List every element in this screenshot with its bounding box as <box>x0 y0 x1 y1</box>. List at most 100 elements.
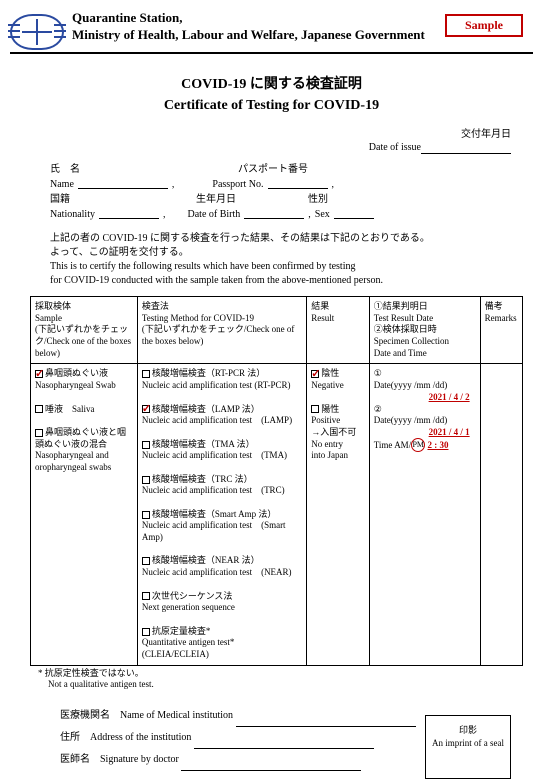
title-jp: COVID-19 に関する検査証明 <box>10 74 533 95</box>
issue-jp: 交付年月日 <box>461 129 511 140</box>
comma3: , <box>308 207 311 222</box>
seal-jp: 印影 <box>426 724 510 737</box>
checkbox-smartamp[interactable] <box>142 511 150 519</box>
nat-blank <box>99 207 159 219</box>
nat-jp: 国籍 <box>50 192 70 207</box>
th-sample: 採取検体 Sample (下記いずれかをチェック/Check one of th… <box>31 297 138 364</box>
m2jp: 核酸増幅検査（LAMP 法） <box>152 404 260 414</box>
table-header-row: 採取検体 Sample (下記いずれかをチェック/Check one of th… <box>31 297 523 364</box>
m3jp: 核酸増幅検査（TMA 法） <box>152 439 255 449</box>
inst2jp: 住所 <box>60 732 80 743</box>
emblem-icon <box>10 14 64 50</box>
inst3en: Signature by doctor <box>100 754 179 765</box>
inst1-blank <box>236 715 416 727</box>
checkbox-positive[interactable] <box>311 405 319 413</box>
dob-blank <box>244 207 304 219</box>
checkbox-saliva[interactable] <box>35 405 43 413</box>
seal-box: 印影 An imprint of a seal <box>425 715 511 779</box>
posjp: 陽性 <box>321 404 339 414</box>
m8ex: (CLEIA/ECLEIA) <box>142 649 302 661</box>
m5jp: 核酸増幅検査（Smart Amp 法） <box>152 509 277 519</box>
th3b: Result <box>311 313 365 325</box>
tval: 2 : 30 <box>427 440 448 450</box>
m8jp: 抗原定量検査* <box>152 626 211 636</box>
s1jp: 鼻咽頭ぬぐい液 <box>45 368 108 378</box>
sample-badge: Sample <box>445 14 523 37</box>
stmt-en1: This is to certify the following results… <box>50 260 513 274</box>
fn-jp: * 抗原定性検査ではない。 <box>38 668 533 680</box>
institution-block: 医療機関名 Name of Medical institution 住所 Add… <box>10 705 533 771</box>
m7jp: 次世代シーケンス法 <box>152 591 233 601</box>
title-en: Certificate of Testing for COVID-19 <box>10 95 533 116</box>
s1en: Nasopharyngeal Swab <box>35 380 133 392</box>
header-row: Quarantine Station, Ministry of Health, … <box>10 10 533 50</box>
seal-en: An imprint of a seal <box>426 737 510 750</box>
tlbl: Time <box>374 440 393 450</box>
inst2en: Address of the institution <box>90 732 191 743</box>
tpm: PM <box>412 440 424 449</box>
sex-blank <box>334 207 374 219</box>
m6jp: 核酸増幅検査（NEAR 法） <box>152 555 260 565</box>
dfmt1: Date(yyyy /mm /dd) <box>374 380 476 392</box>
checkbox-combo[interactable] <box>35 429 43 437</box>
m3en: Nucleic acid amplification test (TMA) <box>142 450 302 462</box>
issue-en: Date of issue <box>369 142 421 153</box>
th-remarks: 備考 Remarks <box>480 297 522 364</box>
th1b: Sample <box>35 313 133 325</box>
negjp: 陰性 <box>321 368 339 378</box>
th2a: 検査法 <box>142 301 302 313</box>
th-dates: ①結果判明日 Test Result Date ②検体採取日時 Specimen… <box>369 297 480 364</box>
footnote: * 抗原定性検査ではない。 Not a qualitative antigen … <box>10 668 533 691</box>
checkbox-negative[interactable] <box>311 370 319 378</box>
comma1b: , <box>332 177 335 192</box>
dob-en: Date of Birth <box>188 207 241 222</box>
inst1jp: 医療機関名 <box>60 710 110 721</box>
th4c: ②検体採取日時 <box>374 324 476 336</box>
th3a: 結果 <box>311 301 365 313</box>
passport-en: Passport No. <box>212 177 263 192</box>
inst2-blank <box>194 737 374 749</box>
posno: No entry <box>311 439 365 451</box>
sex-jp: 性別 <box>308 192 328 207</box>
m7en: Next generation sequence <box>142 602 302 614</box>
m4en: Nucleic acid amplification test (TRC) <box>142 485 302 497</box>
cell-remarks <box>480 364 522 665</box>
dfmt2: Date(yyyy /mm /dd) <box>374 415 476 427</box>
stmt-jp1: 上記の者の COVID-19 に関する検査を行った結果、その結果は下記のとおりで… <box>50 232 513 246</box>
checkbox-ngs[interactable] <box>142 592 150 600</box>
th-result: 結果 Result <box>307 297 370 364</box>
checkbox-near[interactable] <box>142 557 150 565</box>
header-rule <box>10 52 533 54</box>
th4e: Date and Time <box>374 348 476 360</box>
date1: 2021 / 4 / 2 <box>429 392 470 402</box>
checkbox-lamp[interactable] <box>142 405 150 413</box>
th-method: 検査法 Testing Method for COVID-19 (下記いずれかを… <box>137 297 306 364</box>
fn-en: Not a qualitative antigen test. <box>38 679 533 691</box>
s2jp: 唾液 Saliva <box>45 404 95 414</box>
tam: AM <box>394 440 409 450</box>
checkbox-antigen[interactable] <box>142 628 150 636</box>
comma1: , <box>172 177 175 192</box>
th2c: (下記いずれかをチェック/Check one of the boxes belo… <box>142 324 302 347</box>
cell-samples: 鼻咽頭ぬぐい液 Nasopharyngeal Swab 唾液 Saliva 鼻咽… <box>31 364 138 665</box>
name-en: Name <box>50 177 74 192</box>
dob-jp: 生年月日 <box>196 192 236 207</box>
checkbox-tma[interactable] <box>142 441 150 449</box>
doc-title: COVID-19 に関する検査証明 Certificate of Testing… <box>10 74 533 116</box>
stmt-en2: for COVID-19 conducted with the sample t… <box>50 274 513 288</box>
checkbox-rtpcr[interactable] <box>142 370 150 378</box>
s3jp: 鼻咽頭ぬぐい液と咽頭ぬぐい液の混合 <box>35 427 126 449</box>
checkbox-trc[interactable] <box>142 476 150 484</box>
posar: →入国不可 <box>311 427 365 439</box>
sex-en: Sex <box>315 207 330 222</box>
m5en: Nucleic acid amplification test (Smart A… <box>142 520 302 543</box>
inst3jp: 医師名 <box>60 754 90 765</box>
th1a: 採取検体 <box>35 301 133 313</box>
results-table: 採取検体 Sample (下記いずれかをチェック/Check one of th… <box>30 296 523 666</box>
th5a: 備考 <box>485 301 518 313</box>
m1en: Nucleic acid amplification test (RT-PCR) <box>142 380 302 392</box>
th5b: Remarks <box>485 313 518 325</box>
stmt-jp2: よって、この証明を交付する。 <box>50 246 513 260</box>
th4d: Specimen Collection <box>374 336 476 348</box>
checkbox-naso[interactable] <box>35 370 43 378</box>
